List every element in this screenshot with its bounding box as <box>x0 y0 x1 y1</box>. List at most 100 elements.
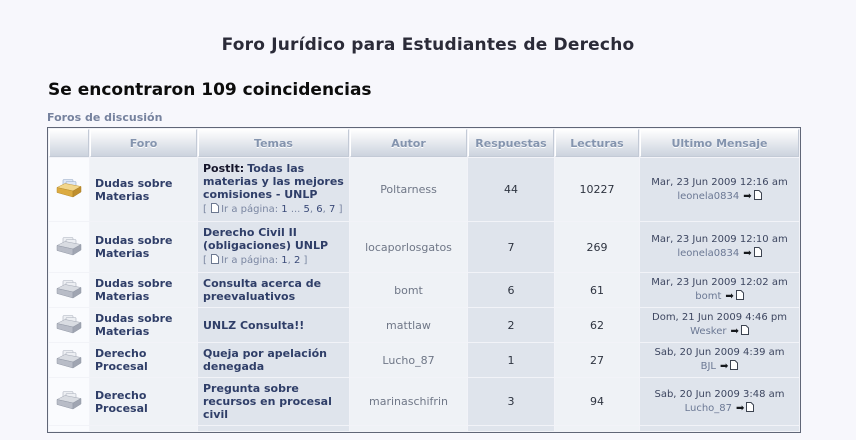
pagination-bracket-open: [ <box>203 255 211 266</box>
table-row-partial <box>49 426 799 431</box>
pagination-bracket-close: ] <box>335 204 343 215</box>
forum-table-body: Dudas sobre Materias PostIt: Todas las ma… <box>49 158 799 431</box>
forum-link[interactable]: Dudas sobre Materias <box>95 312 173 338</box>
forum-link[interactable]: Dudas sobre Materias <box>95 176 173 203</box>
search-results-table: Foro Temas Autor Respuestas Lecturas Ult… <box>47 127 801 433</box>
table-row: Dudas sobre Materias PostIt: Todas las ma… <box>49 158 799 221</box>
topic-link[interactable]: Todas las materias y las mejores comisio… <box>203 162 344 201</box>
goto-latest-arrow-icon[interactable]: ➡ <box>736 402 745 414</box>
last-post-user-link[interactable]: bomt <box>695 291 722 302</box>
forum-link[interactable]: Dudas sobre Materias <box>95 234 173 260</box>
last-post-date: Mar, 23 Jun 2009 12:16 am <box>651 176 788 188</box>
pagination-separator: ... <box>287 204 304 215</box>
goto-latest-arrow-icon[interactable]: ➡ <box>743 190 752 202</box>
forum-link[interactable]: Dudas sobre Materias <box>95 277 173 303</box>
last-post-date: Dom, 21 Jun 2009 4:46 pm <box>652 312 787 323</box>
folder-icon <box>56 314 82 337</box>
column-header-ultimo-mensaje: Ultimo Mensaje <box>640 129 799 157</box>
topic-link[interactable]: UNLZ Consulta!! <box>203 318 305 332</box>
table-header-row: Foro Temas Autor Respuestas Lecturas Ult… <box>49 129 799 157</box>
topic-pagination: [ Ir a página: 1 ... 5, 6, 7 ] <box>203 203 344 217</box>
column-header-autor: Autor <box>350 129 467 157</box>
replies-count: 6 <box>507 283 515 297</box>
topic-author: bomt <box>394 283 423 297</box>
column-header-temas: Temas <box>198 129 349 157</box>
pagination-label: Ir a página: <box>221 255 282 266</box>
goto-latest-arrow-icon[interactable]: ➡ <box>725 291 734 302</box>
last-post-date: Mar, 23 Jun 2009 12:10 am <box>651 234 788 245</box>
replies-count: 7 <box>507 240 515 254</box>
last-post-user-link[interactable]: leonela0834 <box>677 248 740 259</box>
section-label: Foros de discusión <box>47 111 163 124</box>
views-count: 61 <box>590 283 604 297</box>
latest-post-page-icon[interactable] <box>740 325 749 335</box>
page-number-link[interactable]: 1 <box>281 204 288 215</box>
page-number-link[interactable]: 1 <box>281 255 288 266</box>
latest-post-page-icon[interactable] <box>730 360 739 370</box>
views-count: 27 <box>590 353 604 367</box>
latest-post-page-icon[interactable] <box>753 247 762 257</box>
pagination-bracket-close: ] <box>300 255 308 266</box>
last-post-date: Sab, 20 Jun 2009 3:48 am <box>654 388 785 400</box>
table-row: Dudas sobre Materias Derecho Civil II (o… <box>49 222 799 272</box>
folder-icon <box>56 178 82 201</box>
page-number-link[interactable]: 6 <box>316 204 323 215</box>
views-count: 94 <box>590 395 604 408</box>
forum-link[interactable]: Derecho Procesal <box>95 347 148 373</box>
page-icon <box>211 254 220 268</box>
topic-author: Poltarness <box>380 183 437 196</box>
views-count: 10227 <box>579 183 615 196</box>
topic-author: Lucho_87 <box>382 353 435 367</box>
page-number-link[interactable]: 5 <box>303 204 310 215</box>
topic-author: mattlaw <box>386 318 431 332</box>
last-post-user-link[interactable]: Wesker <box>690 326 727 337</box>
last-post-user-link[interactable]: BJL <box>700 361 716 372</box>
views-count: 62 <box>590 318 604 332</box>
page-number-link[interactable]: 2 <box>294 255 301 266</box>
column-header-respuestas: Respuestas <box>468 129 554 157</box>
last-post-user-link[interactable]: Lucho_87 <box>684 402 733 414</box>
pagination-label: Ir a página: <box>221 204 282 215</box>
replies-count: 44 <box>504 183 518 196</box>
goto-latest-arrow-icon[interactable]: ➡ <box>730 326 739 337</box>
pagination-separator: , <box>322 204 330 215</box>
topic-author: locaporlosgatos <box>365 240 452 254</box>
pagination-separator: , <box>309 204 317 215</box>
pagination-separator: , <box>287 255 294 266</box>
page-number-link[interactable]: 7 <box>329 204 336 215</box>
goto-latest-arrow-icon[interactable]: ➡ <box>743 248 752 259</box>
folder-icon <box>56 349 82 372</box>
topic-link[interactable]: Pregunta sobre recursos en procesal civi… <box>203 382 332 421</box>
pagination-bracket-open: [ <box>203 204 211 215</box>
folder-icon <box>56 390 82 413</box>
table-row: Derecho Procesal Pregunta sobre recursos… <box>49 378 799 425</box>
replies-count: 1 <box>507 353 515 367</box>
pagination-pages: 1, 2 <box>281 255 300 266</box>
topic-prefix: PostIt: <box>203 162 245 175</box>
pagination-pages: 1 ... 5, 6, 7 <box>281 204 335 215</box>
column-header-foro: Foro <box>90 129 197 157</box>
views-count: 269 <box>586 240 608 254</box>
folder-icon <box>56 279 82 302</box>
topic-pagination: [ Ir a página: 1, 2 ] <box>203 254 344 268</box>
last-post-user-link[interactable]: leonela0834 <box>677 190 740 202</box>
folder-icon <box>56 236 82 259</box>
table-row: Dudas sobre Materias Consulta acerca de … <box>49 273 799 307</box>
page-title: Foro Jurídico para Estudiantes de Derech… <box>221 35 635 55</box>
last-post-date: Sab, 20 Jun 2009 4:39 am <box>654 347 785 358</box>
topic-link[interactable]: Consulta acerca de preevaluativos <box>203 277 322 303</box>
replies-count: 2 <box>507 318 515 332</box>
topic-link[interactable]: Derecho Civil II (obligaciones) UNLP <box>203 226 329 252</box>
latest-post-page-icon[interactable] <box>735 290 744 300</box>
replies-count: 3 <box>507 395 515 408</box>
topic-link[interactable]: Queja por apelación denegada <box>203 347 327 373</box>
latest-post-page-icon[interactable] <box>746 401 755 412</box>
results-count-heading: Se encontraron 109 coincidencias <box>48 80 372 100</box>
forum-link[interactable]: Derecho Procesal <box>95 388 148 415</box>
page-icon <box>211 203 220 217</box>
latest-post-page-icon[interactable] <box>753 189 762 200</box>
column-header-lecturas: Lecturas <box>555 129 639 157</box>
goto-latest-arrow-icon[interactable]: ➡ <box>720 361 729 372</box>
topic-author: marinaschifrin <box>369 395 448 408</box>
column-header-icon <box>49 129 89 157</box>
